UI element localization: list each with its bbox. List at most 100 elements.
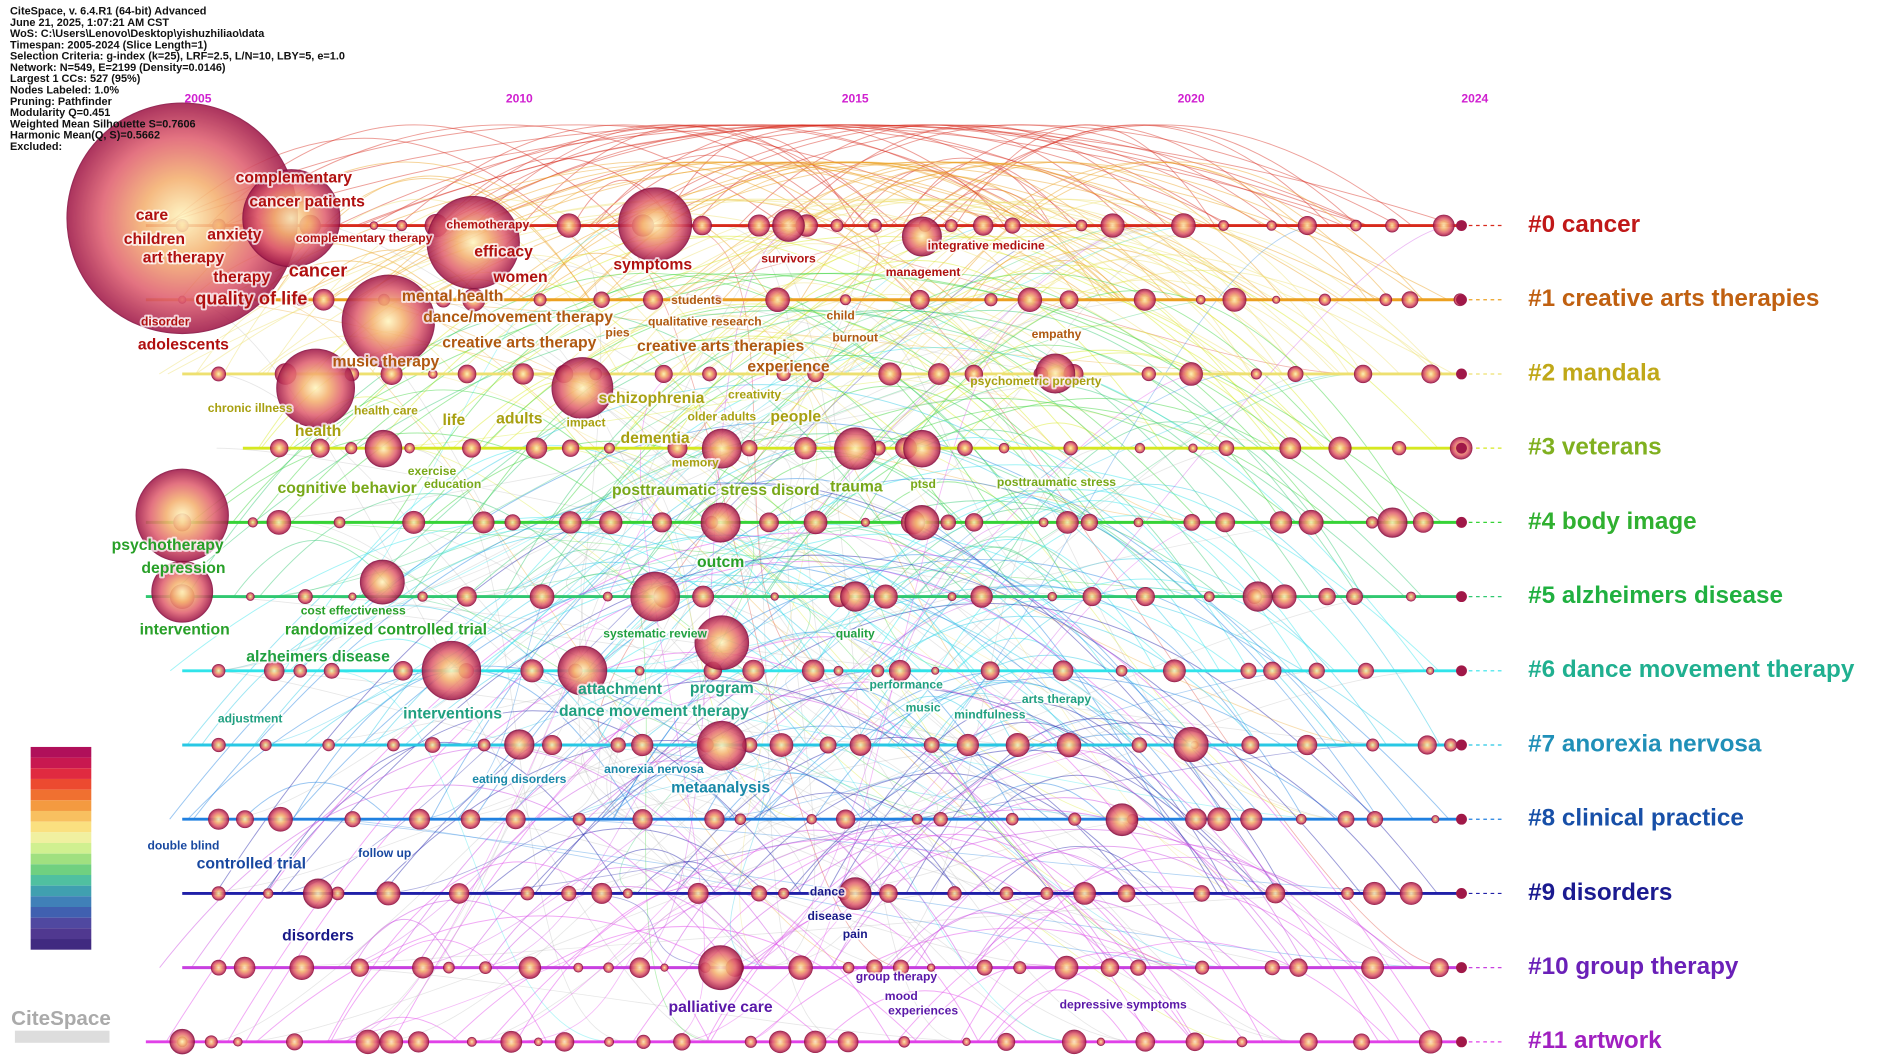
info-line: Largest 1 CCs: 527 (95%) xyxy=(10,73,141,85)
node xyxy=(1061,1029,1087,1055)
node xyxy=(1353,364,1373,384)
node xyxy=(268,806,293,832)
cross-link xyxy=(773,373,1253,894)
keyword-label: performance xyxy=(869,677,943,691)
info-line: Nodes Labeled: 1.0% xyxy=(10,84,119,96)
node xyxy=(520,659,544,683)
cross-link xyxy=(676,596,1099,820)
cross-link xyxy=(598,225,880,746)
node xyxy=(1250,368,1262,380)
node xyxy=(1115,664,1128,677)
co-citation-arc xyxy=(857,290,1417,523)
node xyxy=(1412,512,1434,533)
node xyxy=(1203,591,1215,602)
node xyxy=(702,366,717,382)
node xyxy=(1456,739,1467,751)
node xyxy=(1269,511,1293,534)
co-citation-arc xyxy=(190,272,1443,523)
co-citation-arc xyxy=(881,508,1177,597)
co-citation-arc xyxy=(887,895,1222,968)
cross-link xyxy=(335,373,780,1043)
keyword-label: psychometric property xyxy=(970,374,1101,388)
cross-link xyxy=(686,225,883,301)
node xyxy=(947,886,962,901)
node xyxy=(603,962,614,973)
co-citation-arc xyxy=(169,516,937,672)
cluster-label: #5 alzheimers disease xyxy=(1528,582,1783,609)
co-citation-arc xyxy=(355,124,1368,226)
cross-link xyxy=(895,447,1325,820)
co-citation-arc xyxy=(437,124,1232,226)
co-citation-arc xyxy=(594,154,820,226)
cross-link xyxy=(379,299,1190,969)
co-citation-arc xyxy=(678,198,1438,375)
info-line: CiteSpace, v. 6.4.R1 (64-bit) Advanced xyxy=(10,6,206,18)
co-citation-arc xyxy=(327,861,711,1043)
node xyxy=(345,442,358,455)
node xyxy=(1299,1032,1318,1051)
node xyxy=(1038,517,1049,528)
keyword-label: life xyxy=(442,412,465,429)
node xyxy=(593,291,610,308)
node xyxy=(1432,214,1455,237)
node xyxy=(1405,591,1417,602)
co-citation-arc xyxy=(589,124,1014,226)
cluster-label: #8 clinical practice xyxy=(1528,805,1744,832)
node xyxy=(417,591,428,602)
keyword-label: mood xyxy=(885,989,918,1003)
co-citation-arc xyxy=(191,747,794,968)
node xyxy=(355,1029,381,1055)
node xyxy=(263,660,285,682)
node xyxy=(1241,735,1260,755)
node xyxy=(712,295,723,305)
cross-link xyxy=(375,670,881,894)
co-citation-arc xyxy=(392,636,1264,1043)
cross-link xyxy=(606,447,718,820)
co-citation-arc xyxy=(865,695,998,746)
node xyxy=(1456,591,1467,603)
keyword-label: adolescents xyxy=(138,337,229,354)
co-citation-arc xyxy=(482,828,768,894)
keyword-label: interventions xyxy=(403,705,502,722)
co-citation-arc xyxy=(797,824,958,894)
node xyxy=(387,738,400,752)
burst-node xyxy=(551,357,614,419)
co-citation-arc xyxy=(582,198,1324,375)
co-citation-arc xyxy=(703,294,1084,375)
co-citation-arc xyxy=(941,124,1331,226)
node xyxy=(888,659,911,682)
node xyxy=(293,664,307,678)
node xyxy=(1456,1036,1467,1048)
node xyxy=(984,293,998,307)
node xyxy=(376,881,401,906)
node xyxy=(428,369,438,379)
cross-link xyxy=(256,521,752,746)
co-citation-arc xyxy=(192,482,1252,820)
cross-link xyxy=(388,596,978,820)
node xyxy=(835,809,856,829)
co-citation-arc xyxy=(899,692,1059,746)
cross-link xyxy=(827,670,1302,1043)
year-label: 2020 xyxy=(1178,92,1205,106)
node xyxy=(472,511,495,534)
keyword-label: chemotherapy xyxy=(446,218,529,232)
co-citation-arc xyxy=(811,496,1220,672)
co-citation-arc xyxy=(763,429,1203,597)
node xyxy=(559,511,582,534)
cluster-label: #1 creative arts therapies xyxy=(1528,285,1819,312)
node xyxy=(1100,213,1125,238)
node xyxy=(1059,290,1079,310)
keyword-label: dance xyxy=(810,885,845,899)
cross-link xyxy=(284,521,1330,746)
co-citation-arc xyxy=(621,451,1020,597)
node xyxy=(1298,509,1324,535)
keyword-label: program xyxy=(690,680,754,697)
node xyxy=(794,436,817,460)
legend-swatch xyxy=(30,885,92,897)
co-citation-arc xyxy=(687,235,1284,449)
node xyxy=(1379,293,1393,307)
legend-swatch xyxy=(30,757,92,769)
burst-node xyxy=(1105,803,1139,837)
node xyxy=(233,1037,243,1047)
legend-swatch xyxy=(30,746,92,758)
